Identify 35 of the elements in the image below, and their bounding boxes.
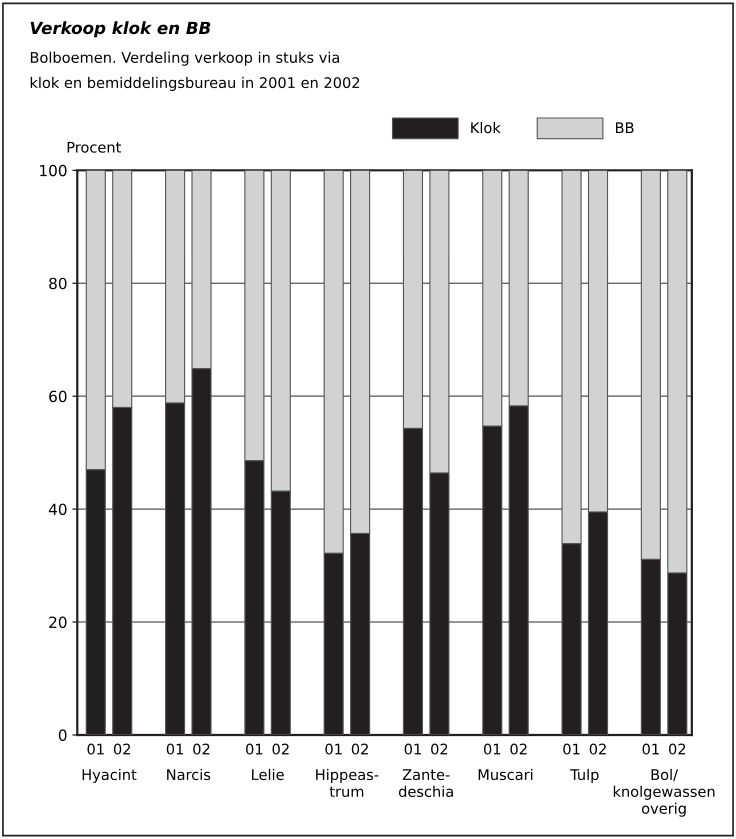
- chart-title: Verkoop klok en BB: [30, 21, 210, 38]
- text: Hyacint: [82, 768, 136, 783]
- x-tick-label: 02: [272, 744, 289, 755]
- legend-label: Klok: [471, 122, 501, 134]
- x-tick-label: 02: [431, 744, 448, 755]
- x-tick-label: 02: [193, 744, 210, 755]
- x-tick-label: 02: [590, 744, 606, 755]
- y-tick-label: 60: [49, 390, 67, 402]
- x-tick-label: 02: [510, 744, 527, 755]
- y-tick-label: 20: [49, 616, 67, 628]
- chart-subtitle: Bolboemen. Verdeling verkoop in stuks via klok en bemiddelingsbureau in 2001 en 2002: [30, 52, 360, 91]
- text: Zante- deschia: [398, 769, 453, 798]
- x-tick-label: 01: [325, 744, 342, 755]
- text: Lelie: [252, 768, 284, 780]
- x-tick-label: 01: [404, 744, 421, 755]
- x-tick-label: 02: [352, 744, 368, 755]
- x-tick-label: 01: [166, 744, 184, 755]
- y-tick-label: 0: [58, 729, 67, 741]
- x-tick-label: 01: [246, 744, 262, 755]
- x-tick-label: 02: [668, 744, 686, 755]
- y-tick-label: 80: [49, 278, 67, 290]
- text: Hippeas- trum: [316, 768, 378, 798]
- x-tick-label: 01: [484, 744, 500, 755]
- text: Tulp: [570, 768, 599, 783]
- y-tick-label: 40: [48, 504, 67, 516]
- legend-label: BB: [616, 122, 634, 134]
- x-tick-label: 01: [87, 744, 104, 755]
- text: Bol/ knolgewassen overig: [614, 768, 714, 817]
- text: Narcis: [167, 768, 210, 780]
- x-tick-label: 01: [642, 744, 659, 755]
- x-tick-label: 01: [563, 744, 580, 755]
- y-axis-title: Procent: [68, 142, 121, 153]
- text: Muscari: [478, 768, 532, 780]
- y-tick-label: 100: [40, 164, 67, 176]
- x-tick-label: 02: [114, 744, 130, 755]
